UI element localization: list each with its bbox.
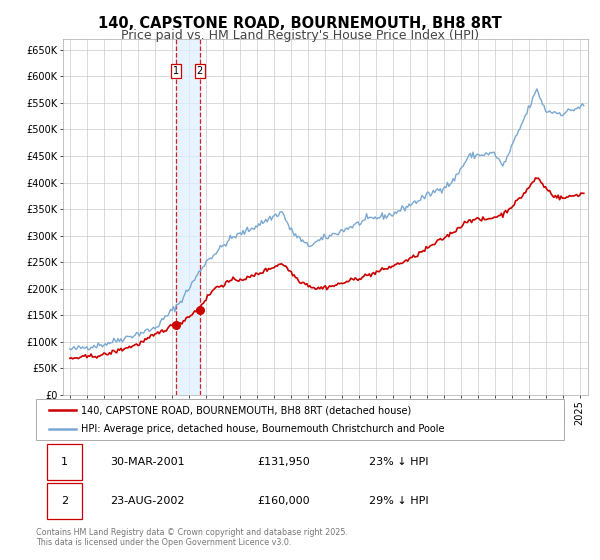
Text: £160,000: £160,000 (258, 496, 310, 506)
Text: £131,950: £131,950 (258, 457, 311, 467)
Bar (47, 483, 82, 519)
Text: 2: 2 (197, 66, 203, 76)
Text: 23% ↓ HPI: 23% ↓ HPI (368, 457, 428, 467)
Text: 23-AUG-2002: 23-AUG-2002 (110, 496, 184, 506)
Text: Contains HM Land Registry data © Crown copyright and database right 2025.
This d: Contains HM Land Registry data © Crown c… (36, 528, 348, 547)
Text: 29% ↓ HPI: 29% ↓ HPI (368, 496, 428, 506)
Bar (47, 444, 82, 480)
Text: 1: 1 (173, 66, 179, 76)
Text: 1: 1 (61, 457, 68, 467)
Bar (176, 39, 200, 395)
Text: 30-MAR-2001: 30-MAR-2001 (110, 457, 185, 467)
Text: HPI: Average price, detached house, Bournemouth Christchurch and Poole: HPI: Average price, detached house, Bour… (81, 424, 445, 434)
Text: 140, CAPSTONE ROAD, BOURNEMOUTH, BH8 8RT (detached house): 140, CAPSTONE ROAD, BOURNEMOUTH, BH8 8RT… (81, 405, 411, 415)
Text: Price paid vs. HM Land Registry's House Price Index (HPI): Price paid vs. HM Land Registry's House … (121, 29, 479, 42)
Text: 2: 2 (61, 496, 68, 506)
Text: 140, CAPSTONE ROAD, BOURNEMOUTH, BH8 8RT: 140, CAPSTONE ROAD, BOURNEMOUTH, BH8 8RT (98, 16, 502, 31)
